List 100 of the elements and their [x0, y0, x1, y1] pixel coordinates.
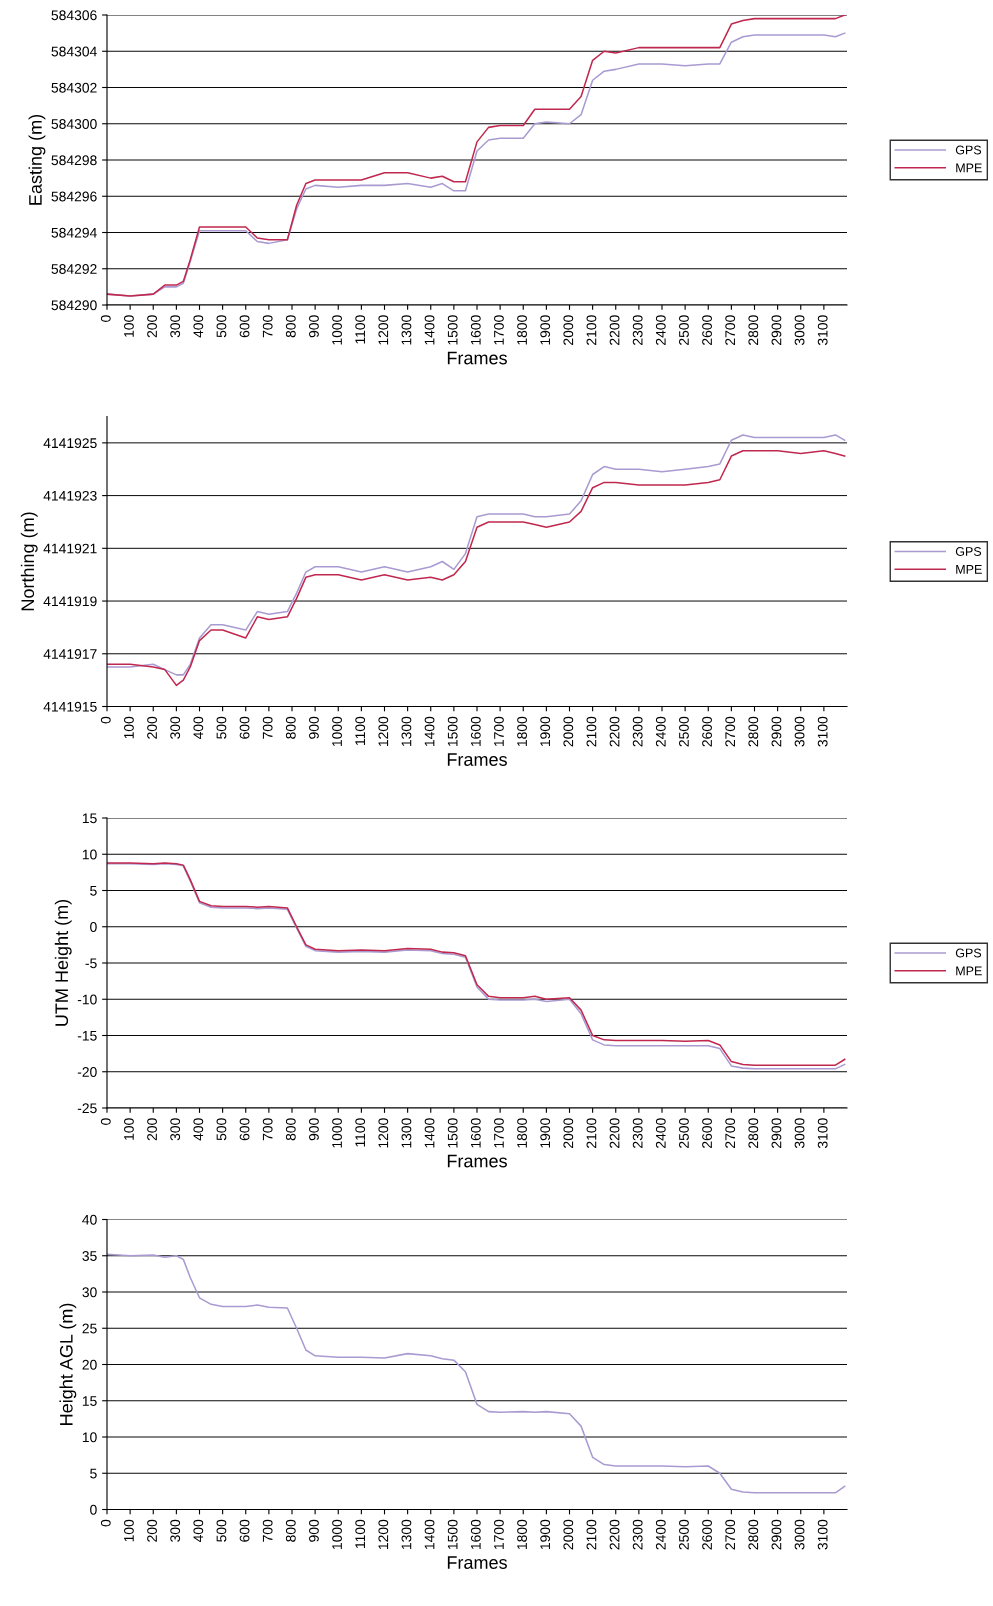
x-tick-label: 1500: [447, 716, 458, 747]
x-tick-label: 1000: [332, 1118, 342, 1148]
x-tick-label: 1400: [424, 315, 435, 345]
y-tick-label: 584292: [51, 264, 97, 274]
x-tick-label: 300: [170, 315, 181, 338]
x-tick-label: 1200: [378, 1519, 389, 1550]
x-tick-label: 2400: [655, 315, 666, 345]
y-tick-label: 4141919: [43, 596, 97, 607]
x-tick-label: 1700: [494, 315, 504, 345]
y-tick-label: 4141917: [43, 649, 97, 659]
x-tick-label: 2200: [609, 315, 620, 345]
x-tick-label: 100: [124, 315, 134, 337]
x-tick-label: 3000: [794, 716, 805, 747]
x-tick-label: 1200: [378, 1118, 389, 1148]
x-tick-label: 400: [193, 315, 204, 338]
x-tick-label: 2900: [771, 1519, 782, 1550]
x-tick-label: 0: [100, 1519, 111, 1527]
x-tick-label: 300: [170, 1118, 181, 1141]
x-axis-title: Frames: [447, 1556, 507, 1569]
y-tick-label: 4141921: [43, 543, 97, 554]
x-tick-label: 1100: [355, 1118, 366, 1147]
x-tick-label: 2600: [702, 1118, 712, 1148]
y-tick-label: 25: [82, 1323, 97, 1334]
x-tick-label: 3100: [817, 1519, 828, 1550]
y-tick-label: 584294: [51, 227, 97, 238]
x-tick-label: 1800: [517, 315, 527, 345]
x-tick-label: 700: [262, 1519, 273, 1542]
x-tick-label: 2500: [679, 315, 689, 345]
x-tick-label: 1700: [494, 716, 504, 747]
x-tick-label: 500: [216, 315, 227, 338]
x-tick-label: 600: [239, 315, 250, 338]
x-tick-label: 2100: [586, 1519, 597, 1550]
x-tick-label: 3000: [794, 1118, 805, 1149]
x-tick-label: 800: [285, 1118, 296, 1141]
y-tick-label: 5: [90, 1468, 97, 1479]
x-tick-label: 100: [124, 716, 134, 739]
x-tick-label: 2700: [725, 1519, 736, 1550]
x-tick-label: 1900: [540, 1519, 551, 1550]
y-tick-label: 35: [82, 1251, 97, 1261]
x-tick-label: 200: [147, 716, 157, 739]
x-tick-label: 2600: [702, 1519, 712, 1550]
x-tick-label: 2000: [563, 1519, 574, 1550]
x-tick-label: 400: [193, 716, 204, 740]
y-tick-label: 10: [82, 1432, 97, 1443]
x-tick-label: 1000: [332, 716, 342, 747]
legend-label: MPE: [956, 565, 982, 574]
x-tick-label: 2000: [563, 1118, 574, 1148]
x-tick-label: 2800: [748, 315, 759, 345]
y-tick-label: 584306: [51, 10, 97, 21]
legend-label: MPE: [956, 966, 982, 976]
x-tick-label: 300: [170, 1519, 181, 1542]
x-tick-label: 1900: [540, 315, 551, 345]
y-tick-label: 0: [90, 1504, 97, 1515]
x-tick-label: 2500: [679, 716, 689, 747]
x-tick-label: 200: [147, 1118, 157, 1141]
y-tick-label: -25: [77, 1103, 97, 1114]
x-tick-label: 1600: [470, 1118, 481, 1148]
legend-label: GPS: [955, 948, 982, 958]
x-tick-label: 1300: [401, 315, 412, 345]
x-tick-label: 300: [170, 716, 181, 739]
x-tick-label: 2300: [632, 1519, 643, 1550]
x-tick-label: 500: [216, 1118, 227, 1141]
legend-label: GPS: [955, 547, 982, 556]
x-tick-label: 2000: [563, 315, 574, 345]
x-tick-label: 800: [285, 1519, 296, 1542]
x-tick-label: 2400: [655, 716, 666, 747]
x-tick-label: 1300: [401, 716, 412, 747]
x-tick-label: 0: [100, 1118, 111, 1125]
x-tick-label: 1100: [355, 716, 366, 746]
x-tick-label: 600: [239, 1118, 250, 1141]
x-tick-label: 1100: [355, 1519, 366, 1549]
x-tick-label: 100: [124, 1519, 134, 1542]
x-tick-label: 900: [309, 716, 319, 739]
x-tick-label: 2600: [702, 716, 712, 747]
x-tick-label: 1700: [494, 1118, 504, 1148]
x-tick-label: 1700: [494, 1519, 504, 1550]
x-tick-label: 1500: [447, 315, 458, 345]
x-axis-title: Frames: [447, 1154, 507, 1168]
y-tick-label: 4141925: [43, 438, 97, 449]
x-tick-label: 1900: [540, 1118, 551, 1148]
x-tick-label: 2600: [702, 315, 712, 345]
x-tick-label: 2200: [609, 1118, 620, 1148]
x-tick-label: 1500: [447, 1118, 458, 1148]
x-tick-label: 2400: [655, 1519, 666, 1550]
legend-label: MPE: [956, 163, 982, 173]
y-tick-label: 15: [82, 813, 97, 824]
x-tick-label: 500: [216, 716, 227, 739]
x-tick-label: 2200: [609, 716, 620, 747]
x-tick-label: 3000: [794, 1519, 805, 1550]
x-tick-label: 1400: [424, 1519, 435, 1550]
x-tick-label: 2200: [609, 1519, 620, 1550]
x-tick-label: 800: [285, 315, 296, 338]
y-tick-label: 40: [82, 1214, 97, 1225]
x-tick-label: 2500: [679, 1118, 689, 1148]
x-tick-label: 2800: [748, 1118, 759, 1148]
x-tick-label: 2300: [632, 1118, 643, 1148]
x-tick-label: 2900: [771, 1118, 782, 1148]
x-tick-label: 2900: [771, 315, 782, 345]
x-tick-label: 600: [239, 716, 250, 739]
x-tick-label: 900: [309, 1519, 319, 1542]
